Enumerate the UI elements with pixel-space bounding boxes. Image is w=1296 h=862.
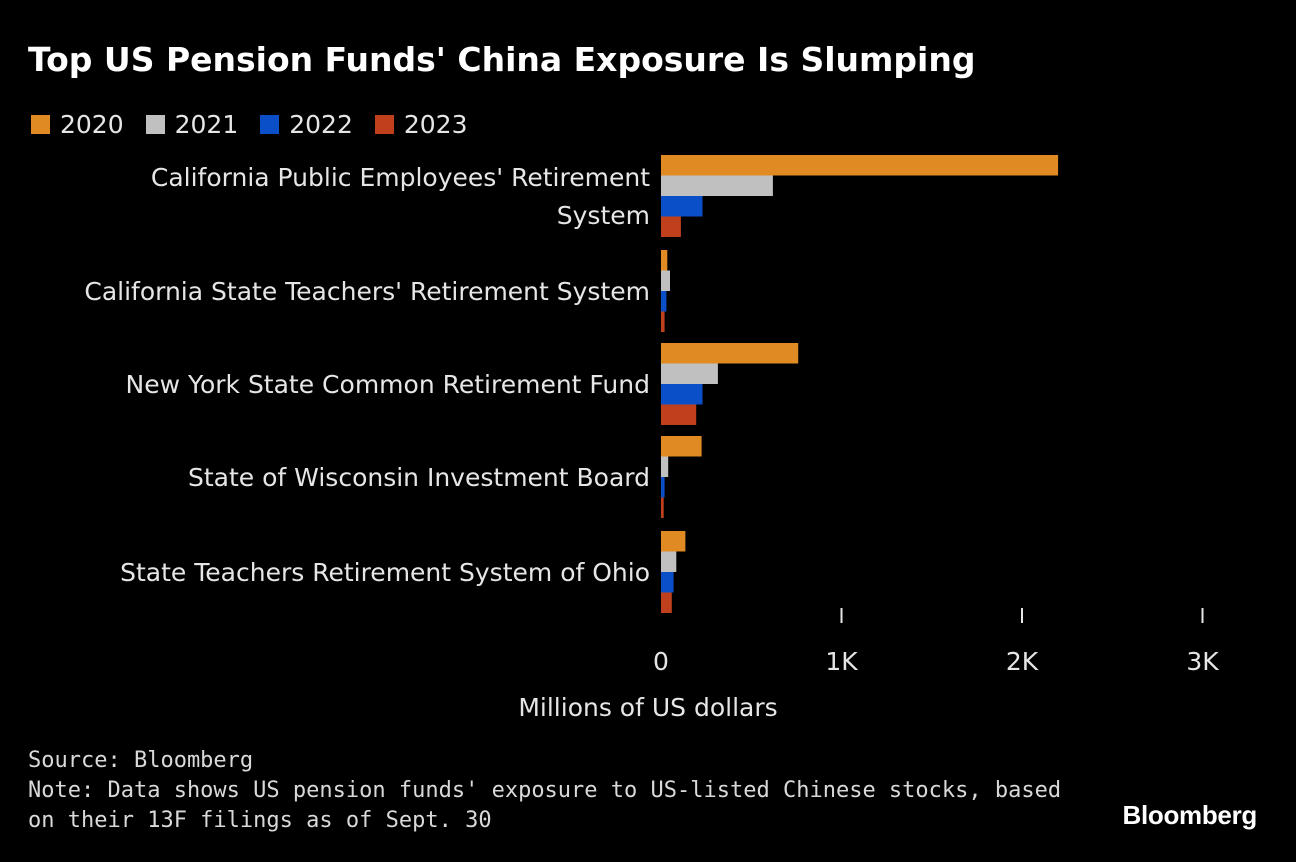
category-label-4: State Teachers Retirement System of Ohio — [120, 558, 650, 587]
bloomberg-logo: Bloomberg — [1122, 800, 1257, 830]
legend-item-2022: 2022 — [260, 110, 353, 139]
bar-2022-0 — [661, 196, 703, 217]
bar-2020-4 — [661, 531, 686, 552]
legend-label-2022: 2022 — [289, 109, 353, 139]
source-text: Source: Bloomberg — [28, 748, 254, 773]
bar-2022-3 — [661, 477, 665, 498]
chart-title: Top US Pension Funds' China Exposure Is … — [28, 40, 976, 79]
bar-2022-2 — [661, 384, 703, 405]
bar-2023-3 — [661, 497, 664, 518]
bar-chart: California Public Employees' Retirement S… — [84, 155, 1219, 722]
bar-2020-2 — [661, 343, 799, 364]
bar-2021-3 — [661, 456, 669, 477]
bar-2023-2 — [661, 404, 697, 425]
bar-2021-0 — [661, 175, 773, 196]
legend-swatch-2021 — [145, 114, 165, 134]
bar-2023-4 — [661, 592, 672, 613]
x-tick-label-3: 3K — [1186, 647, 1219, 676]
x-axis-label: Millions of US dollars — [518, 693, 777, 722]
legend-swatch-2022 — [260, 114, 280, 134]
legend-label-2023: 2023 — [403, 109, 468, 139]
legend-swatch-2020 — [31, 114, 50, 134]
legend-label-2021: 2021 — [174, 109, 239, 139]
bar-2022-4 — [661, 572, 674, 593]
x-tick-label-2: 2K — [1006, 647, 1039, 676]
bar-2021-2 — [661, 363, 718, 384]
bar-2020-3 — [661, 436, 702, 457]
footer: Source: Bloomberg Note: Data shows US pe… — [28, 746, 1068, 836]
legend-item-2021: 2021 — [145, 109, 239, 139]
legend-item-2020: 2020 — [31, 110, 124, 139]
legend: 2020 2021 2022 2023 — [31, 108, 490, 140]
bar-2023-1 — [661, 311, 665, 332]
legend-item-2023: 2023 — [374, 109, 468, 139]
x-tick-label-1: 1K — [825, 647, 858, 676]
category-label-0-line-2: System — [557, 201, 650, 230]
category-label-2: New York State Common Retirement Fund — [126, 370, 650, 399]
category-label-0-line-1: California Public Employees' Retirement — [151, 163, 650, 192]
category-label-1: California State Teachers' Retirement Sy… — [84, 277, 650, 306]
category-label-3: State of Wisconsin Investment Board — [188, 463, 650, 492]
note-text-line-1: Note: Data shows US pension funds' expos… — [28, 778, 1062, 803]
bar-2021-4 — [661, 551, 677, 572]
bar-2021-1 — [661, 270, 670, 291]
bar-2023-0 — [661, 216, 681, 237]
x-tick-label-0: 0 — [653, 647, 669, 676]
bar-2020-0 — [661, 155, 1059, 176]
note-text-line-2: on their 13F filings as of Sept. 30 — [28, 808, 492, 833]
legend-label-2020: 2020 — [60, 109, 124, 139]
bar-2022-1 — [661, 291, 667, 312]
legend-swatch-2023 — [374, 114, 394, 134]
bar-2020-1 — [661, 250, 668, 271]
